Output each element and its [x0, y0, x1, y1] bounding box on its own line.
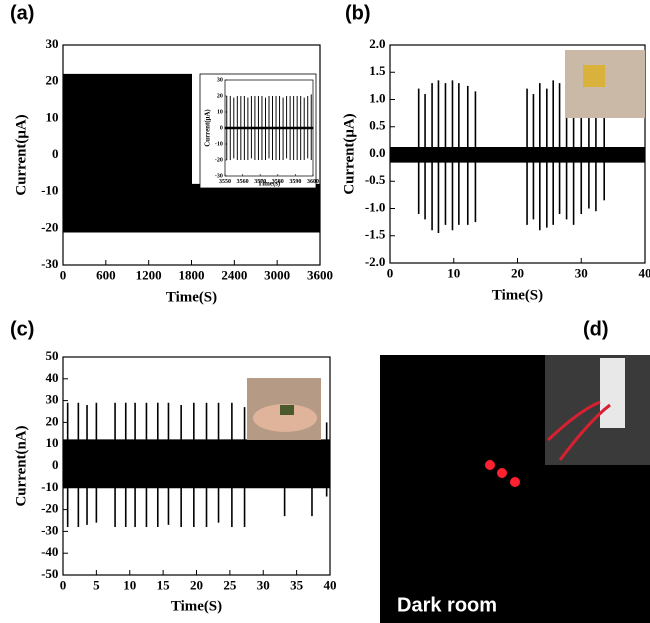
noise-band — [62, 439, 331, 489]
led — [497, 468, 507, 478]
led — [485, 460, 495, 470]
x-axis-label: Time(s) — [258, 181, 280, 188]
noise-band — [389, 146, 646, 163]
y-tick-label: 10 — [45, 435, 58, 450]
x-tick-label: 3550 — [219, 179, 231, 185]
y-tick-label: 30 — [217, 77, 223, 83]
panel-label: (c) — [10, 318, 34, 340]
y-tick-label: 30 — [45, 36, 58, 51]
x-tick-label: 3570 — [254, 179, 266, 185]
x-tick-label: 25 — [223, 578, 237, 593]
y-tick-label: -1.5 — [365, 227, 386, 242]
device — [280, 405, 294, 415]
x-tick-label: 3600 — [307, 179, 319, 185]
x-tick-label: 30 — [575, 266, 588, 281]
x-tick-label: 1800 — [179, 268, 205, 283]
x-tick-label: 10 — [123, 578, 136, 593]
y-tick-label: 40 — [45, 370, 58, 385]
x-tick-label: 3600 — [307, 268, 333, 283]
x-tick-label: 3590 — [289, 179, 301, 185]
x-tick-label: 20 — [190, 578, 203, 593]
y-tick-label: -10 — [41, 183, 58, 198]
y-axis-label: Current(μA) — [341, 113, 357, 194]
y-tick-label: -50 — [41, 566, 58, 581]
y-tick-label: -1.0 — [365, 199, 386, 214]
panel-label: (a) — [10, 2, 34, 24]
wire — [558, 403, 611, 461]
panel-label: (d) — [583, 318, 609, 340]
y-tick-label: 1.0 — [369, 90, 385, 105]
y-tick-label: 20 — [45, 413, 58, 428]
caption: Dark room — [397, 594, 497, 616]
y-tick-label: 0 — [52, 457, 59, 472]
x-tick-label: 600 — [96, 268, 116, 283]
y-axis-label: Current(nA) — [13, 425, 29, 506]
x-tick-label: 0 — [60, 268, 67, 283]
y-tick-label: -20 — [41, 501, 58, 516]
hand — [253, 404, 317, 432]
y-tick-label: -30 — [41, 522, 58, 537]
y-tick-label: -30 — [215, 173, 223, 179]
x-tick-label: 35 — [290, 578, 304, 593]
y-tick-label: -20 — [41, 219, 58, 234]
y-tick-label: 10 — [45, 109, 58, 124]
x-tick-label: 40 — [639, 266, 650, 281]
x-axis-label: Time(S) — [492, 287, 543, 303]
y-tick-label: -10 — [215, 141, 223, 147]
y-axis-label: Current(μA) — [13, 114, 29, 195]
wire — [546, 400, 601, 442]
y-tick-label: 30 — [45, 392, 58, 407]
x-tick-label: 20 — [511, 266, 524, 281]
device — [583, 65, 605, 87]
x-tick-label: 10 — [447, 266, 460, 281]
y-tick-label: 20 — [45, 73, 58, 88]
y-tick-label: 10 — [217, 109, 223, 115]
y-tick-label: -2.0 — [365, 254, 386, 269]
y-tick-label: 0.5 — [369, 118, 386, 133]
x-axis-label: Time(S) — [171, 598, 222, 614]
x-tick-label: 0 — [387, 266, 394, 281]
y-tick-label: -20 — [215, 157, 223, 163]
x-tick-label: 3580 — [272, 179, 284, 185]
y-tick-label: -10 — [41, 479, 58, 494]
x-tick-label: 15 — [157, 578, 171, 593]
y-tick-label: -40 — [41, 544, 58, 559]
panel-label: (b) — [345, 2, 371, 24]
y-tick-label: 50 — [45, 348, 58, 363]
y-tick-label: 0.0 — [369, 145, 385, 160]
y-tick-label: 1.5 — [369, 63, 386, 78]
y-tick-label: 2.0 — [369, 36, 385, 51]
y-axis-label: Current(μA) — [205, 109, 212, 146]
led — [510, 477, 520, 487]
breadboard-area — [545, 355, 650, 465]
x-tick-label: 3560 — [237, 179, 249, 185]
x-tick-label: 1200 — [136, 268, 162, 283]
x-tick-label: 5 — [93, 578, 100, 593]
y-tick-label: -30 — [41, 256, 58, 271]
x-tick-label: 40 — [324, 578, 337, 593]
x-tick-label: 0 — [60, 578, 67, 593]
breadboard — [600, 358, 625, 428]
y-tick-label: 0 — [220, 125, 223, 131]
y-tick-label: 0 — [52, 146, 59, 161]
y-tick-label: 20 — [217, 93, 223, 99]
x-axis-label: Time(S) — [166, 289, 217, 305]
x-tick-label: 2400 — [221, 268, 247, 283]
x-tick-label: 30 — [257, 578, 270, 593]
y-tick-label: -0.5 — [365, 172, 386, 187]
x-tick-label: 3000 — [264, 268, 290, 283]
